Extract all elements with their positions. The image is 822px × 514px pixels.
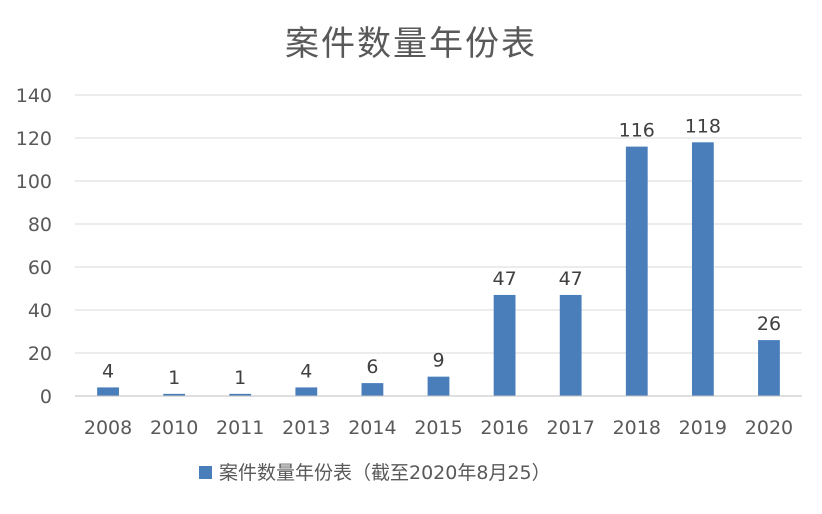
bar-2010 [163,393,186,396]
chart-title: 案件数量年份表 [285,24,537,64]
y-tick-label: 40 [28,300,52,322]
x-axis-ticks: 2008 2010 2011 2013 2014 2015 2016 2017 2018 2019… [84,417,793,439]
x-tick-label-2019: 2019 [679,417,727,439]
legend: 案件数量年份表（截至2020年8月25） [199,462,551,484]
data-label-2015: 9 [432,350,444,372]
gridlines [75,94,802,354]
y-tick-label: 60 [28,257,52,279]
bar-2017 [559,294,582,396]
x-tick-label-2017: 2017 [547,417,595,439]
bar-2011 [229,393,252,396]
data-label-2020: 26 [757,313,781,335]
data-label-2018: 116 [619,120,655,142]
bar-2016 [493,294,516,396]
y-tick-label: 0 [40,386,52,408]
y-tick-label: 20 [28,343,52,365]
legend-swatch [199,466,212,479]
x-tick-label-2020: 2020 [745,417,793,439]
x-tick-label-2008: 2008 [84,417,132,439]
data-label-2016: 47 [492,268,516,290]
x-tick-label-2010: 2010 [150,417,198,439]
data-label-2014: 6 [366,356,378,378]
data-label-2019: 118 [685,115,721,137]
bar-2020 [758,340,780,396]
data-label-2017: 47 [559,268,583,290]
x-tick-label-2014: 2014 [348,417,396,439]
y-tick-label: 80 [28,214,52,236]
x-tick-label-2011: 2011 [216,417,264,439]
y-axis-ticks: 0 20 40 60 80 100 120 140 [16,85,52,408]
y-tick-label: 120 [16,128,52,150]
x-tick-label-2013: 2013 [282,417,330,439]
bar-2008 [97,387,119,396]
data-label-2013: 4 [300,360,312,382]
legend-entry: 案件数量年份表（截至2020年8月25） [219,462,551,484]
data-label-2011: 1 [234,367,246,389]
x-tick-label-2018: 2018 [613,417,661,439]
y-tick-label: 140 [16,85,52,107]
data-label-2008: 4 [102,360,114,382]
y-tick-label: 100 [16,171,52,193]
bar-2014 [361,383,384,396]
x-tick-label-2016: 2016 [480,417,528,439]
bar-2018 [625,146,648,396]
data-label-2010: 1 [168,367,180,389]
bar-2019 [691,142,714,396]
x-tick-label-2015: 2015 [414,417,462,439]
bar-2015 [427,376,450,396]
data-labels: 4 1 1 4 6 9 47 47 116 118 26 [102,115,781,389]
bars [97,142,780,396]
bar-2013 [295,387,318,396]
